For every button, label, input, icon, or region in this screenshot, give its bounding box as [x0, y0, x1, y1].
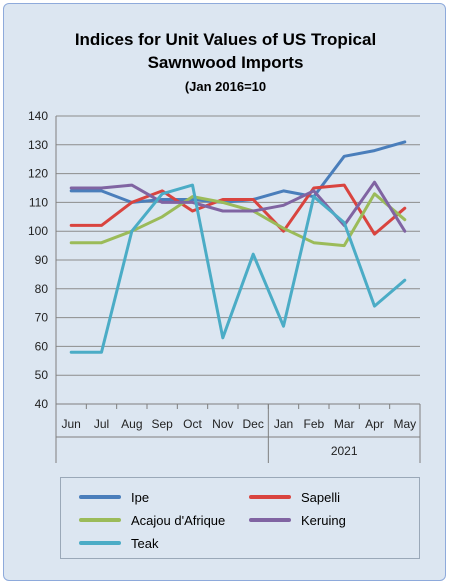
- legend-item-sapelli: Sapelli: [249, 488, 340, 506]
- x-tick-label-jul: Jul: [94, 417, 109, 431]
- legend-label-keruing: Keruing: [301, 512, 346, 528]
- y-tick-label: 60: [35, 339, 49, 353]
- x-tick-label-may: May: [393, 417, 416, 431]
- y-tick-label: 80: [35, 282, 49, 296]
- legend-item-teak: Teak: [79, 534, 158, 552]
- y-tick-label: 140: [28, 109, 48, 123]
- y-tick-label: 130: [28, 138, 48, 152]
- legend-label-acajou: Acajou d'Afrique: [131, 512, 226, 528]
- x-tick-label-jun: Jun: [61, 417, 80, 431]
- chart-title: Indices for Unit Values of US Tropical: [74, 30, 377, 49]
- y-tick-label: 120: [28, 167, 48, 181]
- x-tick-label-dec: Dec: [242, 417, 263, 431]
- legend-swatch-teak: [79, 541, 121, 545]
- x-tick-label-sep: Sep: [151, 417, 173, 431]
- legend-item-acajou: Acajou d'Afrique: [79, 511, 225, 529]
- x-tick-label-feb: Feb: [303, 417, 324, 431]
- legend-swatch-acajou: [79, 518, 121, 522]
- legend-label-ipe: Ipe: [131, 489, 150, 505]
- legend-label-sapelli: Sapelli: [301, 489, 341, 505]
- x-tick-label-mar: Mar: [334, 417, 355, 431]
- y-tick-label: 40: [35, 397, 49, 411]
- legend-swatch-ipe: [79, 495, 121, 499]
- series-line-keruing: [69, 180, 407, 233]
- series-line-teak: [69, 183, 407, 354]
- x-tick-label-nov: Nov: [212, 417, 233, 431]
- y-tick-label: 90: [35, 253, 49, 267]
- y-tick-label: 110: [29, 195, 48, 209]
- legend-item-keruing: Keruing: [249, 511, 346, 529]
- x-tick-label-aug: Aug: [121, 417, 142, 431]
- y-tick-label: 50: [35, 368, 49, 382]
- y-tick-label: 100: [28, 224, 48, 238]
- x-tick-label-jan: Jan: [274, 417, 293, 431]
- legend-swatch-keruing: [249, 518, 291, 522]
- chart-subtitle: (Jan 2016=10: [184, 79, 267, 94]
- y-tick-label: 70: [35, 311, 49, 325]
- legend: Ipe Sapelli Acajou d'Afrique Keruing Tea…: [60, 477, 420, 559]
- x-tick-label-apr: Apr: [365, 417, 384, 431]
- legend-label-teak: Teak: [131, 535, 159, 551]
- legend-swatch-sapelli: [249, 495, 291, 499]
- legend-item-ipe: Ipe: [79, 488, 149, 506]
- chart-title-line2: Sawnwood Imports: [147, 53, 304, 72]
- series-line-sapelli: [69, 183, 407, 236]
- x-group-label-year: 2021: [331, 444, 358, 458]
- x-tick-label-oct: Oct: [183, 417, 202, 431]
